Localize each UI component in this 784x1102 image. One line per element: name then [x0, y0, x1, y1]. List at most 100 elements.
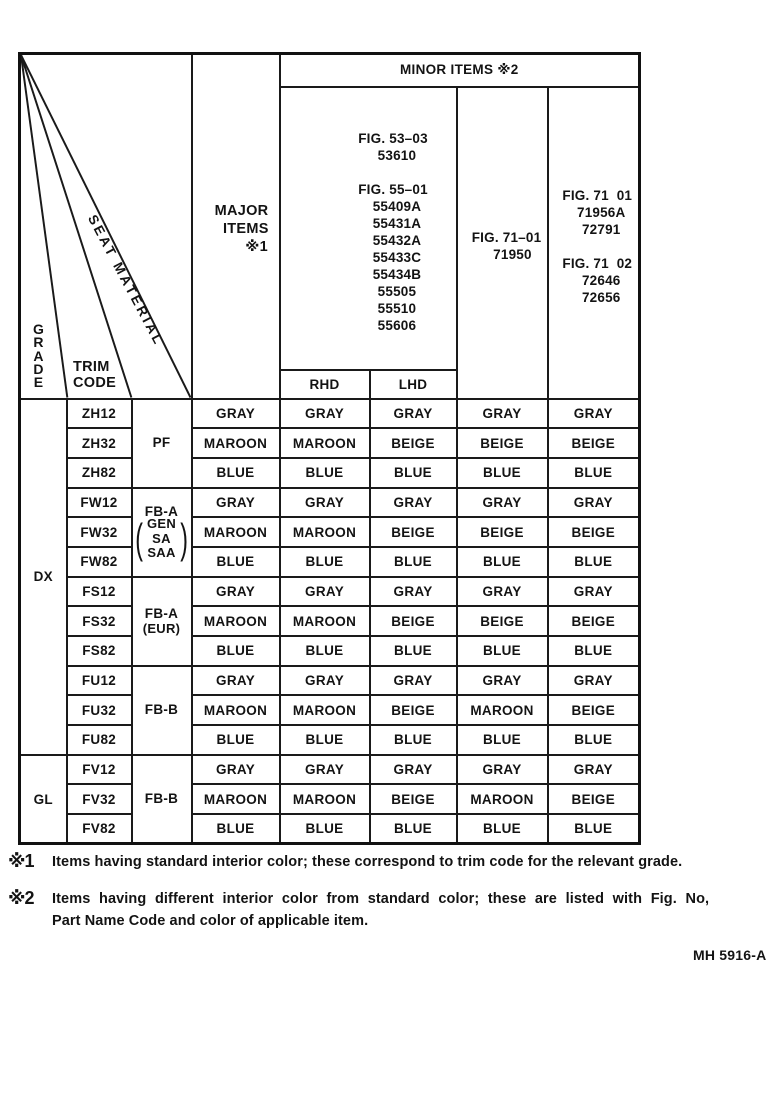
footnote-1-text: Items having standard interior color; th…	[52, 854, 683, 870]
table-row: FV32 MAROON MAROON BEIGE MAROON BEIGE	[20, 783, 641, 816]
rhd-color-cell: GRAY	[278, 397, 371, 430]
fig71-01-color-cell: BLUE	[455, 635, 549, 667]
fig71-02-color-cell: BLUE	[546, 456, 641, 489]
trim-code-cell: FW82	[65, 545, 133, 578]
fig71-02-color-cell: GRAY	[546, 397, 641, 430]
fig71-02-color-cell: BLUE	[546, 724, 641, 756]
lhd-color-cell: GRAY	[368, 486, 458, 519]
table-row: FS82 BLUE BLUE BLUE BLUE BLUE	[20, 635, 641, 667]
fig71-02-color-cell: BLUE	[546, 813, 641, 845]
major-items-color-cell: GRAY	[190, 486, 281, 519]
rhd-color-cell: GRAY	[278, 664, 371, 697]
rhd-color-cell: MAROON	[278, 783, 371, 816]
fig71-01-color-cell: BLUE	[455, 724, 549, 756]
lhd-color-cell: BEIGE	[368, 783, 458, 816]
trim-code-cell: FV12	[65, 753, 133, 786]
footnote-2: ※2 Items having different interior color…	[8, 888, 778, 932]
rhd-column-header: RHD	[278, 368, 371, 400]
rhd-color-cell: BLUE	[278, 813, 371, 845]
trim-code-cell: ZH82	[65, 456, 133, 489]
trim-code-axis-label: TRIM CODE	[73, 359, 117, 391]
footnote-1-marker: ※1	[8, 851, 35, 871]
rhd-color-cell: MAROON	[278, 605, 371, 637]
seat-material-cell: FB-B	[130, 664, 193, 756]
lhd-color-cell: BEIGE	[368, 427, 458, 459]
rhd-color-cell: BLUE	[278, 724, 371, 756]
fig71-02-color-cell: GRAY	[546, 486, 641, 519]
footnote-2-text-line-1: Items having different interior color fr…	[52, 891, 710, 907]
footnotes-section: ※1 Items having standard interior color;…	[8, 851, 778, 947]
fig71-02-color-cell: GRAY	[546, 664, 641, 697]
fig71-01-color-cell: GRAY	[455, 575, 549, 608]
fig71-02-color-cell: BEIGE	[546, 427, 641, 459]
major-items-color-cell: MAROON	[190, 694, 281, 727]
lhd-color-cell: GRAY	[368, 397, 458, 430]
major-items-color-cell: MAROON	[190, 605, 281, 637]
footnote-2-marker: ※2	[8, 888, 35, 908]
lhd-color-cell: BLUE	[368, 813, 458, 845]
rhd-color-cell: BLUE	[278, 545, 371, 578]
table-row: FU32 MAROON MAROON BEIGE MAROON BEIGE	[20, 694, 641, 727]
lhd-color-cell: BLUE	[368, 456, 458, 489]
table-row: DX ZH12 PF GRAY GRAY GRAY GRAY GRAY	[18, 397, 641, 756]
minor-items-header: MINOR ITEMS ※2	[278, 52, 641, 88]
rhd-color-cell: MAROON	[278, 516, 371, 548]
fig71-01-color-cell: BLUE	[455, 545, 549, 578]
major-items-color-cell: BLUE	[190, 635, 281, 667]
fig71-02-color-cell: BEIGE	[546, 694, 641, 727]
trim-color-matrix-table: G R A D E TRIM CODE SEAT MATERIAL MAJOR …	[18, 52, 642, 846]
trim-code-cell: ZH12	[65, 397, 133, 430]
footnote-1: ※1 Items having standard interior color;…	[8, 851, 778, 873]
grade-axis-label: G R A D E	[33, 321, 44, 391]
major-items-color-cell: GRAY	[190, 753, 281, 786]
major-items-color-cell: BLUE	[190, 724, 281, 756]
lhd-color-cell: BLUE	[368, 635, 458, 667]
fig71-01-color-cell: GRAY	[455, 753, 549, 786]
table-row: FS12 FB-A (EUR) GRAY GRAY GRAY GRAY GRAY	[20, 575, 641, 667]
rhd-color-cell: BLUE	[278, 635, 371, 667]
lhd-color-cell: GRAY	[368, 575, 458, 608]
table-row: FU82 BLUE BLUE BLUE BLUE BLUE	[20, 724, 641, 756]
diagonal-divider-lines	[21, 55, 191, 398]
rhd-color-cell: BLUE	[278, 456, 371, 489]
major-items-color-cell: BLUE	[190, 456, 281, 489]
grade-cell: DX	[18, 397, 68, 756]
rhd-color-cell: GRAY	[278, 486, 371, 519]
seat-material-cell: FB-A (EUR)	[130, 575, 193, 667]
major-items-color-cell: BLUE	[190, 545, 281, 578]
matrix-corner-header: G R A D E TRIM CODE SEAT MATERIAL	[18, 52, 193, 400]
trim-code-cell: FW12	[65, 486, 133, 519]
table-row: FW82 BLUE BLUE BLUE BLUE BLUE	[20, 545, 641, 578]
seat-material-cell: PF	[130, 397, 193, 489]
trim-code-cell: FU12	[65, 664, 133, 697]
rhd-color-cell: MAROON	[278, 427, 371, 459]
rhd-color-cell: MAROON	[278, 694, 371, 727]
lhd-color-cell: BEIGE	[368, 694, 458, 727]
rhd-color-cell: GRAY	[278, 575, 371, 608]
table-row: FW32 MAROON MAROON BEIGE BEIGE BEIGE	[20, 516, 641, 548]
major-items-color-cell: MAROON	[190, 516, 281, 548]
lhd-color-cell: BEIGE	[368, 605, 458, 637]
fig-71-01-header: FIG. 71–01 71950	[455, 85, 549, 400]
lhd-color-cell: BEIGE	[368, 516, 458, 548]
fig71-02-color-cell: BLUE	[546, 635, 641, 667]
trim-code-cell: FU82	[65, 724, 133, 756]
matrix-body: DX ZH12 PF GRAY GRAY GRAY GRAY GRAY ZH32 MAROON MA…	[18, 397, 641, 845]
lhd-column-header: LHD	[368, 368, 458, 400]
fig71-01-color-cell: GRAY	[455, 664, 549, 697]
table-row: FW12 FB-A(GEN SA SAA) GRAY GRAY GRAY GRAY GRAY	[20, 486, 641, 578]
trim-code-cell: FS12	[65, 575, 133, 608]
fig71-01-color-cell: MAROON	[455, 694, 549, 727]
trim-code-cell: FS82	[65, 635, 133, 667]
grade-cell: GL	[18, 753, 68, 845]
lhd-color-cell: BLUE	[368, 545, 458, 578]
trim-code-cell: ZH32	[65, 427, 133, 459]
seat-material-cell: FB-A(GEN SA SAA)	[130, 486, 193, 578]
fig-71-02-header: FIG. 71 01 71956A 72791 FIG. 71 02 72646…	[546, 85, 641, 400]
table-row: FS32 MAROON MAROON BEIGE BEIGE BEIGE	[20, 605, 641, 637]
major-items-color-cell: GRAY	[190, 664, 281, 697]
lhd-color-cell: GRAY	[368, 664, 458, 697]
major-items-color-cell: BLUE	[190, 813, 281, 845]
major-items-color-cell: GRAY	[190, 575, 281, 608]
